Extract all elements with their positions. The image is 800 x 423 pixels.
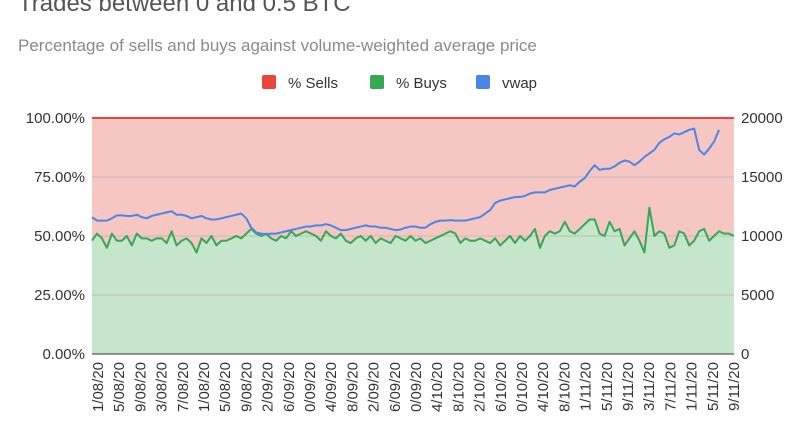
- legend-item: % Buys: [370, 75, 447, 92]
- buys-area: [92, 207, 734, 354]
- x-axis-tick-label: 5/11/20: [705, 362, 722, 411]
- x-axis-tick-label: 0/09/20: [408, 362, 425, 412]
- buys-line: [91, 206, 735, 254]
- x-axis-tick-label: 8/09/20: [344, 362, 361, 412]
- x-axis-tick-label: 2/09/20: [260, 362, 277, 412]
- x-axis-tick-label: 8/10/20: [450, 362, 467, 412]
- x-axis-tick-label: 6/09/20: [387, 362, 404, 412]
- legend-item: % Sells: [262, 75, 338, 92]
- x-axis-tick-label: 6/09/20: [281, 362, 298, 412]
- chart-title: Trades between 0 and 0.5 BTC: [18, 0, 351, 17]
- x-axis-tick-label: 1/11/20: [684, 362, 701, 411]
- x-axis-tick-label: 5/08/20: [217, 362, 234, 412]
- x-axis-tick-label: 5/11/20: [599, 362, 616, 411]
- x-axis-tick-label: 7/08/20: [175, 362, 192, 412]
- legend-label: vwap: [502, 75, 537, 92]
- legend-swatch: [262, 75, 276, 89]
- chart-subtitle: Percentage of sells and buys against vol…: [18, 36, 537, 55]
- left-axis-tick-label: 75.00%: [34, 169, 85, 186]
- x-axis-tick-label: 9/11/20: [620, 362, 637, 411]
- x-axis-tick-label: 7/11/20: [662, 362, 679, 411]
- x-axis-tick-label: 3/11/20: [641, 362, 658, 411]
- x-axis-tick-label: 1/11/20: [578, 362, 595, 411]
- legend-item: vwap: [476, 75, 537, 92]
- legend-label: % Buys: [396, 75, 447, 92]
- x-axis-tick-label: 1/08/20: [90, 362, 107, 412]
- x-axis-tick-label: 0/10/20: [514, 362, 531, 412]
- right-axis-tick-label: 10000: [741, 228, 783, 245]
- legend-label: % Sells: [288, 75, 338, 92]
- left-axis-tick-label: 25.00%: [34, 287, 85, 304]
- x-axis-tick-label: 4/10/20: [535, 362, 552, 412]
- x-axis-tick-label: 4/10/20: [429, 362, 446, 412]
- x-axis-tick-label: 6/10/20: [493, 362, 510, 412]
- x-axis-tick-label: 0/09/20: [302, 362, 319, 412]
- x-axis-tick-label: 9/08/20: [132, 362, 149, 412]
- x-axis-tick-label: 8/10/20: [556, 362, 573, 412]
- left-axis-tick-label: 100.00%: [26, 110, 85, 127]
- x-axis-tick-label: 9/08/20: [238, 362, 255, 412]
- left-axis-tick-label: 50.00%: [34, 228, 85, 245]
- x-axis-tick-label: 4/09/20: [323, 362, 340, 412]
- x-axis-tick-label: 2/09/20: [366, 362, 383, 412]
- left-axis-tick-label: 0.00%: [42, 346, 85, 363]
- chart-legend: % Sells % Buys vwap: [262, 75, 537, 92]
- legend-swatch: [370, 75, 384, 89]
- right-axis-tick-label: 20000: [741, 110, 783, 127]
- x-axis-tick-label: 3/08/20: [154, 362, 171, 412]
- legend-swatch: [476, 75, 490, 89]
- x-axis-tick-label: 1/08/20: [196, 362, 213, 412]
- x-axis-tick-label: 9/11/20: [726, 362, 743, 411]
- x-axis-tick-label: 2/10/20: [472, 362, 489, 412]
- vwap-line: [91, 127, 720, 236]
- x-axis-tick-label: 5/08/20: [111, 362, 128, 412]
- right-axis-tick-label: 15000: [741, 169, 783, 186]
- right-axis-tick-label: 5000: [741, 287, 774, 304]
- right-axis-tick-label: 0: [741, 346, 749, 363]
